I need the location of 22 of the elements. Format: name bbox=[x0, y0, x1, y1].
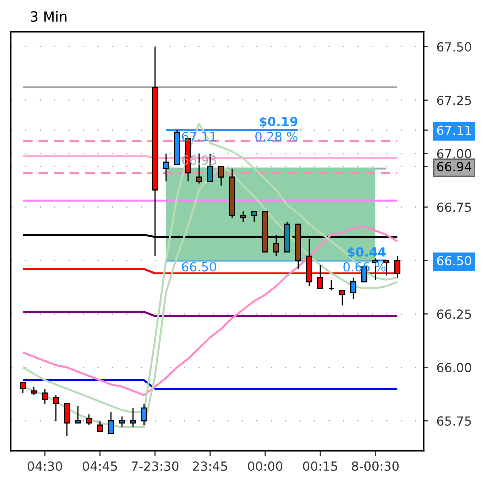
chart-title: 3 Min bbox=[31, 11, 67, 22]
x-tick-label: 04:30 bbox=[28, 462, 62, 472]
y-tick-label: 67.50 bbox=[437, 42, 472, 52]
y-tick-label: 67.25 bbox=[437, 96, 472, 106]
annotation: 0.28 % bbox=[256, 132, 298, 142]
y-tick-label: 67.11 bbox=[437, 126, 472, 136]
y-tick-label: 66.75 bbox=[437, 202, 472, 212]
annotation: $0.19 bbox=[260, 116, 298, 128]
x-tick-label: 23:45 bbox=[193, 462, 228, 472]
x-tick-label: 7-23:30 bbox=[132, 462, 179, 472]
x-tick-label: 00:00 bbox=[248, 462, 283, 472]
x-tick-label: 8-00:30 bbox=[352, 462, 399, 472]
y-tick-label: 66.25 bbox=[437, 310, 472, 320]
y-tick-label: 66.50 bbox=[437, 256, 472, 266]
y-tick-label: 66.00 bbox=[437, 363, 472, 373]
y-tick-label: 67.00 bbox=[437, 149, 472, 159]
y-tick-label: 66.94 bbox=[437, 162, 472, 172]
x-tick-label: 04:45 bbox=[83, 462, 118, 472]
data-label: 67.11 bbox=[182, 132, 216, 142]
y-tick-label: 65.75 bbox=[437, 416, 472, 426]
data-label: 66.50 bbox=[182, 262, 216, 272]
x-tick-label: 00:15 bbox=[303, 462, 338, 472]
